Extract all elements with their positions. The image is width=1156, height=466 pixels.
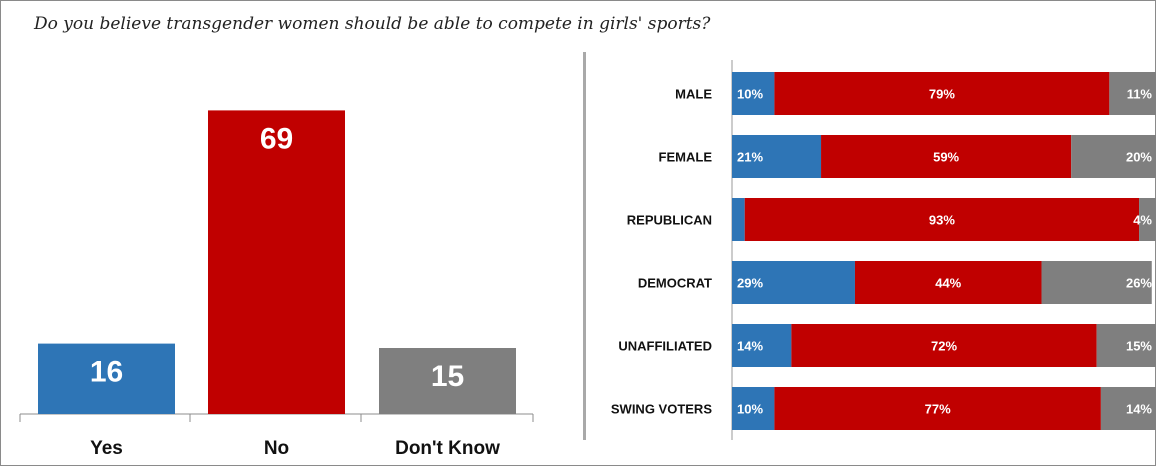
segment-democrat-0 [732, 261, 855, 304]
data-label-republican-2: 4% [1133, 213, 1152, 228]
category-label-male: MALE [675, 87, 712, 102]
segment-swing-voters-0 [732, 387, 775, 430]
segment-unaffiliated-0 [732, 324, 792, 367]
data-label-swing-voters-1: 77% [925, 402, 951, 417]
data-label-male-2: 11% [1127, 87, 1153, 102]
category-label-unaffiliated: UNAFFILIATED [618, 339, 712, 354]
data-label-unaffiliated-1: 72% [931, 339, 957, 354]
data-label-republican-1: 93% [929, 213, 955, 228]
data-label-no: 69 [260, 122, 293, 155]
segment-democrat-2 [1041, 261, 1152, 304]
category-label-female: FEMALE [659, 150, 713, 165]
segment-republican-2 [1139, 198, 1156, 241]
category-label-don-t-know: Don't Know [395, 438, 500, 459]
data-label-female-0: 21% [737, 150, 763, 165]
bar-don-t-know [379, 348, 516, 414]
data-label-swing-voters-2: 14% [1126, 402, 1152, 417]
segment-female-2 [1071, 135, 1156, 178]
data-label-unaffiliated-0: 14% [737, 339, 763, 354]
segment-republican-1 [744, 198, 1140, 241]
data-label-democrat-0: 29% [737, 276, 763, 291]
segment-swing-voters-1 [774, 387, 1101, 430]
panel-divider [583, 52, 586, 440]
data-label-female-1: 59% [933, 150, 959, 165]
segment-male-0 [732, 72, 775, 115]
bar-yes [38, 343, 175, 414]
data-label-female-2: 20% [1126, 150, 1152, 165]
segment-male-2 [1109, 72, 1156, 115]
data-label-yes: 16 [90, 356, 123, 389]
segment-female-0 [732, 135, 822, 178]
category-label-swing-voters: SWING VOTERS [611, 402, 712, 417]
data-label-male-1: 79% [929, 87, 955, 102]
category-label-no: No [264, 438, 289, 459]
segment-unaffiliated-1 [791, 324, 1097, 367]
category-label-republican: REPUBLICAN [627, 213, 712, 228]
segment-unaffiliated-2 [1096, 324, 1156, 367]
data-label-swing-voters-0: 10% [737, 402, 763, 417]
bar-no [208, 110, 345, 415]
segment-female-1 [821, 135, 1072, 178]
category-label-democrat: DEMOCRAT [638, 276, 712, 291]
chart-question: Do you believe transgender women should … [34, 14, 711, 34]
overall-bar-chart: 16 Yes 69 No 15 Don't Know [19, 110, 534, 459]
category-label-yes: Yes [90, 438, 123, 459]
segment-democrat-1 [854, 261, 1042, 304]
segment-swing-voters-2 [1100, 387, 1156, 430]
data-label-democrat-2: 26% [1126, 276, 1152, 291]
segment-republican-0 [732, 198, 745, 241]
data-label-male-0: 10% [737, 87, 763, 102]
data-label-democrat-1: 44% [935, 276, 961, 291]
data-label-don-t-know: 15 [431, 360, 464, 393]
data-label-unaffiliated-2: 15% [1126, 339, 1152, 354]
segment-male-1 [774, 72, 1110, 115]
